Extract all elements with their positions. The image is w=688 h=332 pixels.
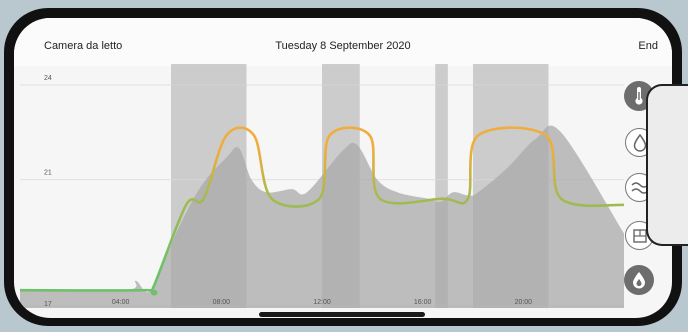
y-tick-label: 24 — [44, 75, 52, 82]
x-tick-label: 04:00 — [112, 299, 130, 306]
home-indicator[interactable] — [259, 312, 425, 317]
x-tick-label: 12:00 — [313, 299, 331, 306]
flame-drop-icon — [633, 272, 645, 289]
y-tick-label: 17 — [44, 301, 52, 308]
setpoint-line — [19, 126, 625, 296]
temperature-chart[interactable]: 24 21 17 04:00 08:00 12:00 16:00 20:00 — [14, 18, 672, 318]
thermometer-icon — [635, 87, 643, 105]
x-tick-label: 08:00 — [213, 299, 231, 306]
end-button[interactable]: End — [638, 40, 658, 52]
date-title: Tuesday 8 September 2020 — [275, 40, 411, 52]
heating-button[interactable] — [624, 265, 654, 295]
chart-header: Camera da letto Tuesday 8 September 2020… — [14, 18, 672, 66]
side-panel-handle[interactable] — [646, 84, 688, 246]
app-screen: Camera da letto Tuesday 8 September 2020… — [14, 18, 672, 318]
x-tick-label: 20:00 — [515, 299, 533, 306]
y-tick-label: 21 — [44, 170, 52, 177]
room-name: Camera da letto — [44, 40, 123, 52]
measured-temperature-area — [20, 125, 624, 308]
drop-icon — [633, 133, 646, 152]
phone-frame: Camera da letto Tuesday 8 September 2020… — [4, 8, 682, 326]
wave-icon — [630, 181, 649, 194]
x-tick-label: 16:00 — [414, 299, 432, 306]
window-icon — [632, 228, 647, 243]
